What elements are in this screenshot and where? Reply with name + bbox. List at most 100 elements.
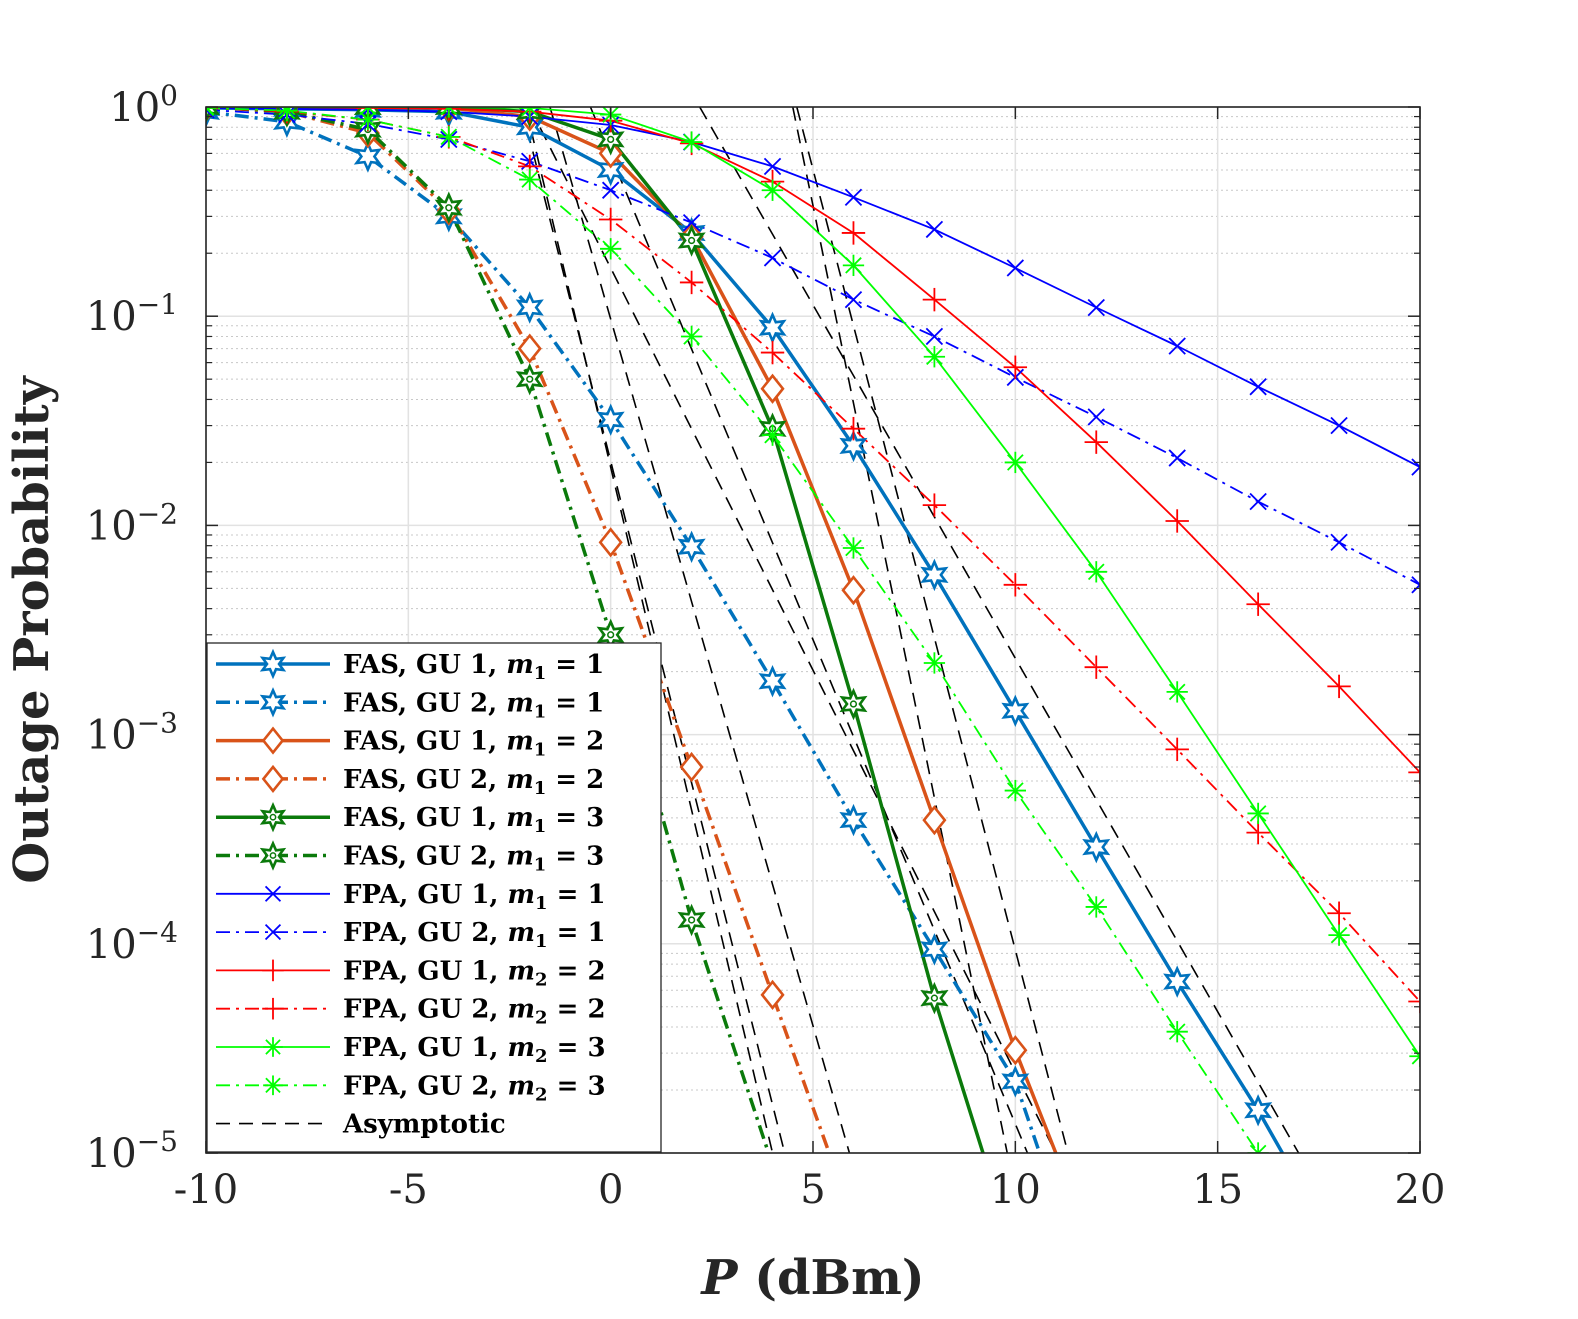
asymptotic-line xyxy=(529,107,1057,1153)
data-point xyxy=(920,558,949,592)
data-point xyxy=(679,270,704,295)
asterisk-marker xyxy=(1007,782,1024,799)
data-point xyxy=(760,979,785,1010)
legend-item: FAS, GU 1, m1 = 3 xyxy=(216,801,604,837)
star-marker xyxy=(1001,694,1030,728)
data-point xyxy=(517,333,542,364)
data-point xyxy=(1330,533,1348,552)
star-marker xyxy=(839,803,868,837)
asymptotic-line xyxy=(698,107,1300,1153)
asterisk-marker xyxy=(1168,683,1186,701)
diamond-marker xyxy=(261,726,285,755)
y-axis-label: Outage Probability xyxy=(4,374,60,883)
data-point xyxy=(263,1037,283,1057)
asterisk-marker xyxy=(602,240,619,258)
data-point xyxy=(264,924,282,941)
data-point xyxy=(920,933,949,966)
star-marker xyxy=(920,558,949,592)
data-point xyxy=(598,527,623,558)
legend-item: FAS, GU 2, m1 = 1 xyxy=(216,687,604,722)
data-point xyxy=(680,325,703,348)
data-point xyxy=(923,652,946,674)
star-marker xyxy=(677,224,706,257)
x-tick-labels: -10 -5 0 5 10 15 20 xyxy=(174,1167,1446,1213)
data-point xyxy=(259,840,287,871)
data-point xyxy=(1408,760,1420,785)
asterisk-marker xyxy=(521,107,532,117)
legend-box xyxy=(206,642,662,1153)
data-point xyxy=(1165,509,1189,533)
asterisk-marker xyxy=(440,128,458,146)
data-point xyxy=(1249,378,1267,396)
data-point xyxy=(1249,492,1267,511)
data-point xyxy=(261,764,285,793)
star-marker xyxy=(758,664,787,698)
x-axis-label-var: P xyxy=(699,1250,739,1306)
legend-item: FAS, GU 1, m1 = 1 xyxy=(216,648,604,684)
y-tick-label: 10−5 xyxy=(86,1125,178,1177)
star-marker xyxy=(677,530,706,564)
star-marker xyxy=(1163,965,1192,998)
data-point xyxy=(1408,989,1420,1014)
y-tick-label: 100 xyxy=(109,79,178,131)
data-point xyxy=(1168,449,1186,467)
asymptotic-line xyxy=(524,107,774,1153)
legend-item: FAS, GU 2, m1 = 2 xyxy=(216,764,604,799)
legend-label: FPA, GU 2, m2 = 2 xyxy=(343,995,606,1029)
series-line xyxy=(206,107,1259,1153)
legend-label: FAS, GU 1, m1 = 2 xyxy=(343,727,604,761)
data-point xyxy=(1004,779,1026,802)
data-point xyxy=(438,107,460,118)
data-point xyxy=(841,221,866,245)
legend-item: FAS, GU 2, m1 = 3 xyxy=(216,840,604,876)
data-point xyxy=(596,403,625,436)
data-point xyxy=(680,131,703,153)
data-point xyxy=(1003,573,1028,597)
asymptotic-lines xyxy=(520,107,1300,1153)
star-marker xyxy=(677,903,706,937)
data-point xyxy=(601,181,620,199)
asymptotic-line xyxy=(549,107,851,1153)
data-point xyxy=(515,363,544,396)
x-marker xyxy=(763,157,782,176)
y-tick-labels: 100 10−1 10−2 10−3 10−4 10−5 xyxy=(86,79,178,1177)
data-point xyxy=(925,220,944,239)
x-marker xyxy=(844,290,863,309)
data-point xyxy=(841,575,866,606)
data-point xyxy=(844,188,863,207)
data-point xyxy=(925,327,944,346)
star-marker xyxy=(259,687,287,718)
data-point xyxy=(677,530,706,564)
asymptotic-line xyxy=(796,107,1069,1153)
data-point xyxy=(259,801,287,833)
marker-center xyxy=(269,852,277,859)
asterisk-marker xyxy=(1087,563,1105,581)
data-point xyxy=(677,903,706,937)
marker-center xyxy=(930,994,939,1002)
marker-center xyxy=(607,135,615,144)
data-point xyxy=(434,191,463,224)
asterisk-marker xyxy=(206,107,215,117)
x-marker xyxy=(682,213,701,232)
asterisk-marker xyxy=(845,257,862,274)
diamond-marker xyxy=(760,373,785,404)
data-point xyxy=(206,107,217,119)
legend-item: FPA, GU 1, m1 = 1 xyxy=(216,880,606,914)
asterisk-marker xyxy=(447,107,458,116)
data-point xyxy=(353,140,382,173)
data-point xyxy=(763,249,782,267)
data-point xyxy=(1330,416,1348,435)
data-point xyxy=(259,687,287,718)
star-marker xyxy=(596,153,625,187)
asterisk-marker xyxy=(1007,454,1024,471)
data-point xyxy=(206,107,215,119)
star-marker xyxy=(839,687,868,721)
x-marker xyxy=(206,108,215,119)
asterisk-marker xyxy=(366,107,377,116)
legend-item: FPA, GU 1, m2 = 2 xyxy=(216,956,606,990)
asterisk-marker xyxy=(926,654,943,672)
data-point xyxy=(596,123,625,156)
x-marker xyxy=(1087,298,1105,317)
diamond-marker xyxy=(760,979,785,1010)
data-point xyxy=(598,207,623,232)
